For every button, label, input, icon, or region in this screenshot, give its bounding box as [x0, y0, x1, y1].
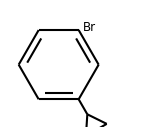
Text: Br: Br — [83, 21, 96, 34]
